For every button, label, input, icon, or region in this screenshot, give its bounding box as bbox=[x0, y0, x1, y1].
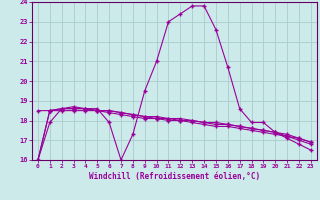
X-axis label: Windchill (Refroidissement éolien,°C): Windchill (Refroidissement éolien,°C) bbox=[89, 172, 260, 181]
